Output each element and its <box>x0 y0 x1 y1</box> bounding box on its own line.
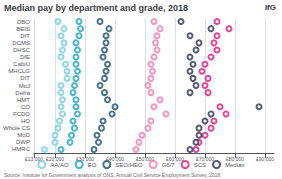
svg-text:IfG: IfG <box>265 3 276 12</box>
svg-text:£20,000: £20,000 <box>46 155 64 162</box>
svg-text:Whole CS: Whole CS <box>3 125 30 131</box>
svg-text:SCS: SCS <box>194 162 206 168</box>
svg-text:£40,000: £40,000 <box>106 155 124 162</box>
svg-text:G6/7: G6/7 <box>162 162 176 168</box>
svg-text:DCMS: DCMS <box>12 40 30 46</box>
svg-text:£13,000: £13,000 <box>25 155 43 162</box>
svg-text:DHSC: DHSC <box>13 47 31 53</box>
svg-text:Median pay by department and g: Median pay by department and grade, 2018 <box>4 3 188 13</box>
svg-text:£70,000: £70,000 <box>196 155 214 162</box>
svg-text:£60,000: £60,000 <box>166 155 184 162</box>
svg-text:DfE: DfE <box>20 54 30 60</box>
svg-text:AA/AO: AA/AO <box>50 162 69 168</box>
svg-text:MoD: MoD <box>17 132 30 138</box>
svg-text:£30,000: £30,000 <box>76 155 94 162</box>
svg-text:Source: Institute for Governme: Source: Institute for Government analysi… <box>4 172 222 178</box>
svg-text:Defra: Defra <box>15 90 30 96</box>
svg-text:DIT: DIT <box>20 75 30 81</box>
svg-text:CO: CO <box>21 104 30 110</box>
svg-text:MHCLG: MHCLG <box>8 68 30 74</box>
svg-text:£90,000: £90,000 <box>256 156 274 162</box>
svg-text:HO: HO <box>21 118 30 124</box>
svg-text:EO: EO <box>88 162 97 168</box>
svg-text:Median: Median <box>225 162 245 168</box>
svg-text:£50,000: £50,000 <box>136 155 154 162</box>
svg-text:DfT: DfT <box>20 33 30 39</box>
svg-text:HMRC: HMRC <box>12 146 31 152</box>
svg-text:HMT: HMT <box>17 97 30 103</box>
svg-text:BEIS: BEIS <box>16 26 30 32</box>
svg-text:FCDO: FCDO <box>13 111 30 117</box>
svg-text:DWP: DWP <box>16 139 30 145</box>
svg-text:DBO: DBO <box>17 19 30 25</box>
svg-text:SEO/HEO: SEO/HEO <box>115 162 143 168</box>
svg-text:MoJ: MoJ <box>19 83 30 89</box>
svg-text:CabiU: CabiU <box>13 61 30 67</box>
svg-text:£80,000: £80,000 <box>226 155 244 162</box>
